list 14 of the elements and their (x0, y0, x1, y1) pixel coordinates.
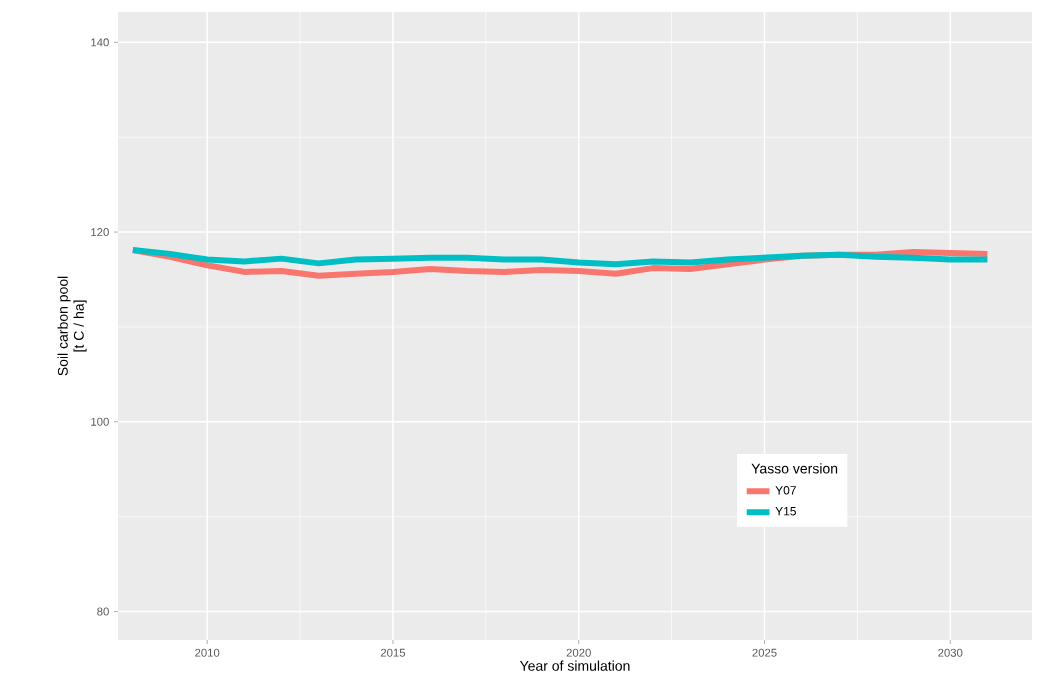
legend-label: Y15 (775, 507, 796, 516)
x-tick-label: 2020 (566, 648, 591, 657)
x-tick-label: 2010 (195, 648, 220, 657)
y-tick-label: 100 (91, 417, 109, 426)
legend-title: Yasso version (751, 463, 838, 474)
y-axis-title: Soil carbon pool [t C / ha] (57, 276, 87, 376)
x-tick-label: 2025 (752, 648, 777, 657)
x-tick-label: 2030 (938, 648, 963, 657)
y-tick-label: 80 (97, 607, 109, 616)
x-tick-label: 2015 (380, 648, 406, 657)
y-tick-label: 140 (91, 38, 109, 47)
y-tick-label: 120 (91, 228, 109, 237)
x-axis-title: Year of simulation (519, 660, 630, 671)
legend-label: Y07 (775, 486, 796, 495)
